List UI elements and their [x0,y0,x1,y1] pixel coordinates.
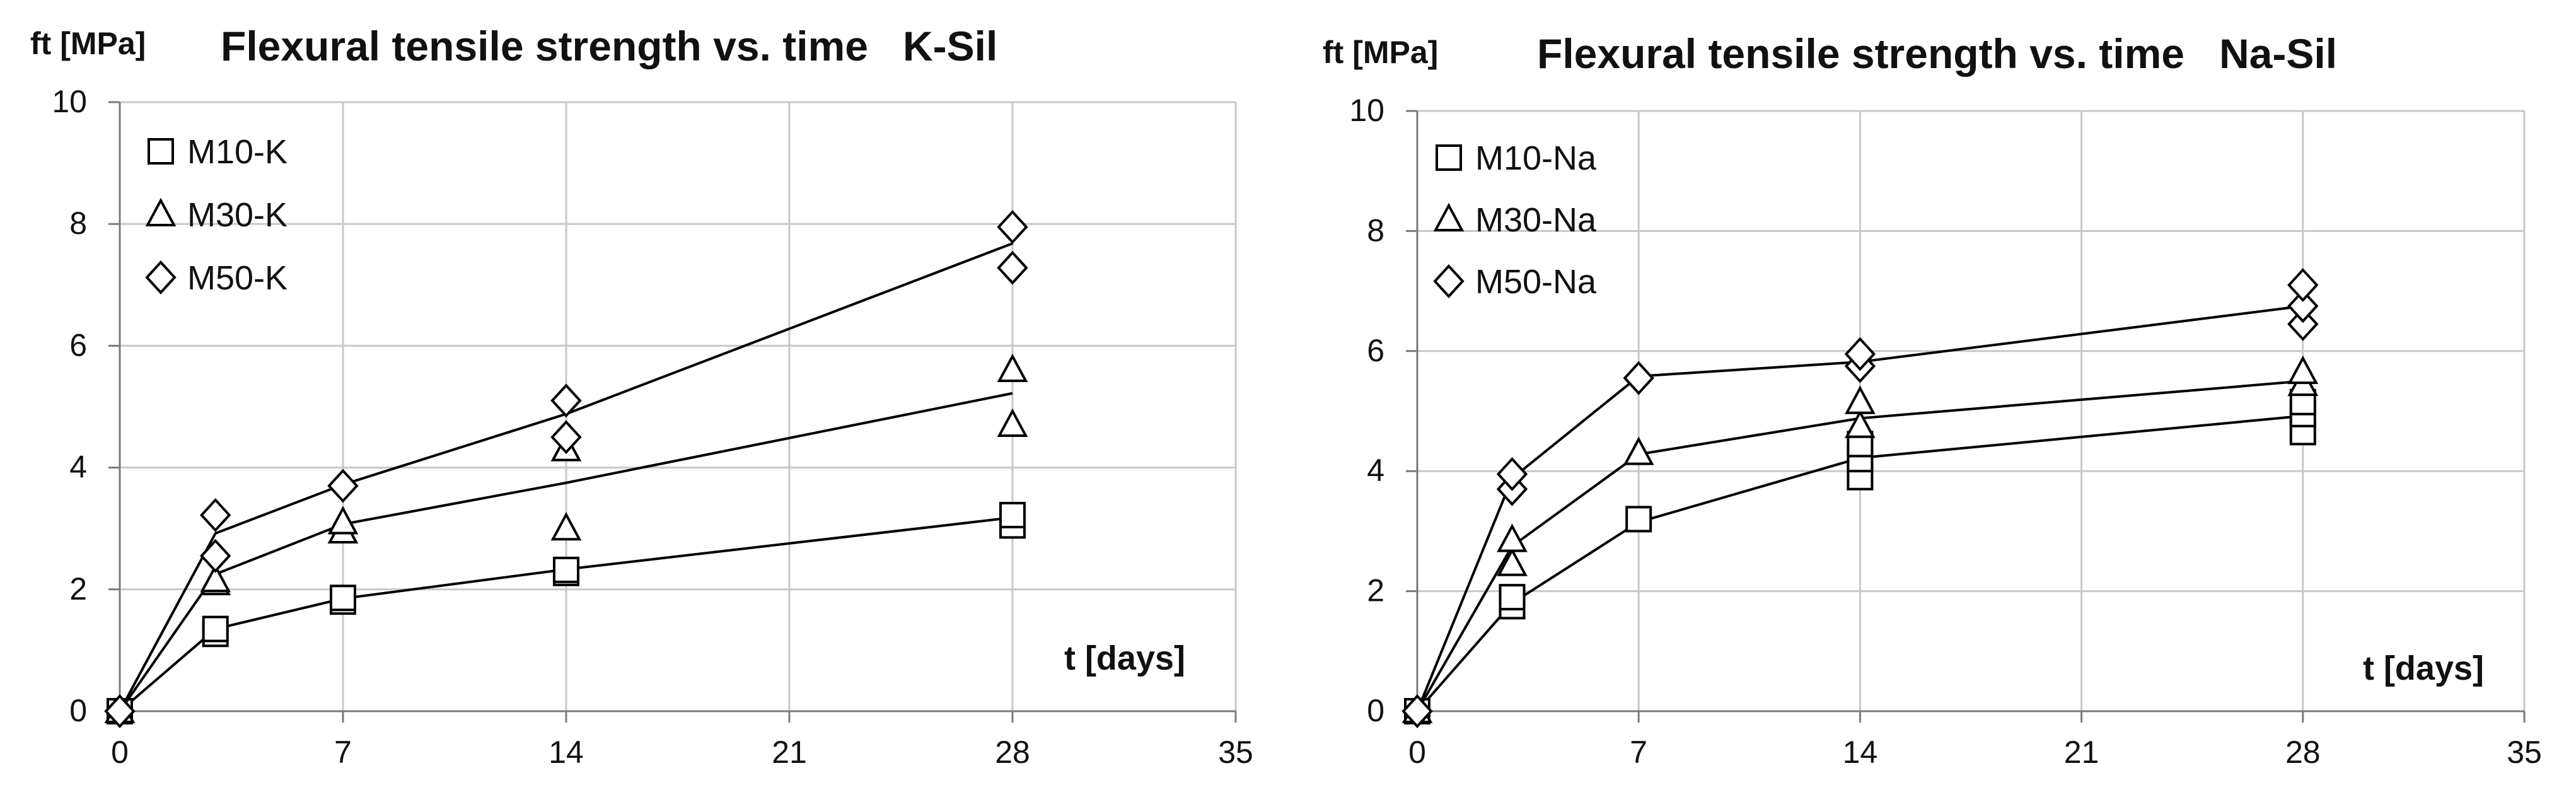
data-point [550,511,582,541]
series-m10-na [1404,388,2316,724]
data-point [1625,506,1652,533]
data-point [1845,409,1876,438]
x-axis-label: t [days] [1064,639,1185,677]
data-point [553,556,579,583]
x-tick-label: 35 [2507,735,2542,770]
x-tick-label: 21 [2064,735,2099,770]
data-point [2287,307,2319,341]
data-point [997,250,1028,285]
legend-label: M30-K [187,196,287,234]
legend-label: M30-Na [1475,201,1597,239]
y-tick-label: 4 [69,450,87,485]
x-tick-label: 0 [111,735,129,770]
legend-marker-square-icon [1436,144,1462,171]
legend-label: M50-Na [1475,263,1597,301]
data-point [550,383,582,418]
data-point [1497,523,1528,552]
data-point [1496,457,1528,491]
y-tick-label: 6 [69,327,87,363]
legend-marker-diamond-icon [1433,264,1465,298]
series-m10-k [107,501,1026,724]
data-point [2287,355,2319,385]
grid [1417,110,2526,711]
y-axis-unit-label: ft [MPa] [30,26,146,61]
legend-label: M10-Na [1475,139,1597,177]
x-tick-label: 14 [1843,735,1878,770]
y-tick-label: 2 [1367,573,1384,608]
data-point [999,501,1026,528]
legend: M10-Na M30-Na M50-Na [1433,139,1597,301]
x-axis-label: t [days] [2363,649,2484,687]
data-point [327,506,359,535]
y-tick-label: 10 [52,84,87,119]
axes: 0 2 4 6 8 10 0 7 14 21 28 35 [52,84,1253,770]
data-point [997,408,1028,437]
data-point [1623,361,1654,395]
chart-title: Flexural tensile strength vs. time K-Sil [221,23,997,69]
x-tick-label: 14 [548,735,584,770]
chart-na-sil: ft [MPa] Flexural tensile strength vs. t… [1323,30,2542,770]
x-tick-label: 0 [1408,735,1426,770]
data-point [997,210,1028,244]
x-tick-label: 7 [334,735,352,770]
legend-marker-square-icon [148,138,174,165]
data-point [2287,289,2319,323]
y-tick-label: 4 [1367,453,1384,488]
x-tick-label: 35 [1218,735,1253,770]
data-point [2287,268,2319,303]
x-tick-label: 21 [772,735,807,770]
data-point [1401,694,1433,728]
data-point [330,584,356,612]
data-point [1499,584,1526,611]
data-point [200,497,231,532]
y-tick-label: 6 [1367,333,1384,368]
chart-title: Flexural tensile strength vs. time Na-Si… [1537,30,2337,77]
y-tick-label: 2 [69,571,87,607]
y-tick-label: 10 [1349,93,1384,128]
x-tick-label: 28 [995,735,1030,770]
x-tick-label: 7 [1630,735,1647,770]
data-point [997,353,1028,383]
data-point [1844,337,1876,371]
data-point [1623,436,1654,465]
y-axis-unit-label: ft [MPa] [1323,35,1438,70]
data-point [202,615,229,642]
y-tick-label: 8 [69,206,87,241]
data-point [200,564,231,593]
legend-marker-triangle-icon [145,197,177,226]
chart-k-sil: ft [MPa] Flexural tensile strength vs. t… [30,23,1253,770]
y-tick-label: 0 [1367,693,1384,728]
series-m50-k [104,210,1028,728]
y-tick-label: 0 [69,693,87,728]
legend: M10-K M30-K M50-K [145,133,287,297]
data-point [1845,385,1876,414]
legend-label: M50-K [187,259,287,297]
grid [120,101,1237,711]
legend-marker-diamond-icon [145,260,177,294]
y-tick-label: 8 [1367,212,1384,248]
data-point [327,468,359,503]
x-tick-label: 28 [2285,735,2321,770]
legend-marker-triangle-icon [1433,202,1465,231]
data-point [200,538,231,573]
data-point [550,420,582,455]
legend-label: M10-K [187,133,287,171]
axes: 0 2 4 6 8 10 0 7 14 21 28 35 [1349,93,2541,770]
data-point [1497,547,1528,576]
series-m50-na [1401,268,2319,728]
data-point [104,694,136,728]
